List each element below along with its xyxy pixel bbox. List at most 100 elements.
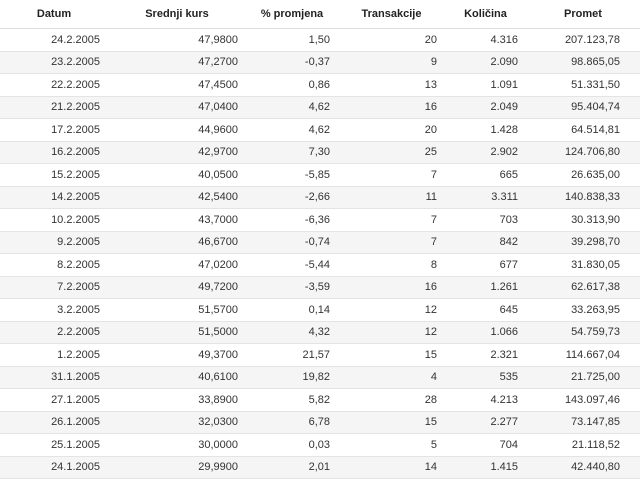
table-cell: 47,2700 xyxy=(108,51,246,74)
table-cell: 54.759,73 xyxy=(526,321,640,344)
table-cell: 535 xyxy=(445,366,526,389)
table-cell: -3,59 xyxy=(246,276,338,299)
table-cell: 1.428 xyxy=(445,118,526,142)
table-cell: 140.838,33 xyxy=(526,186,640,209)
table-cell: 704 xyxy=(445,433,526,457)
table-cell: 73.147,85 xyxy=(526,411,640,434)
column-header: Promet xyxy=(526,0,640,29)
table-cell: 42,9700 xyxy=(108,141,246,164)
table-row: 10.2.2005 43,7000 -6,36 7 703 30.313,90 xyxy=(0,208,640,232)
table-cell: 5,82 xyxy=(246,388,338,412)
table-cell: 33.263,95 xyxy=(526,298,640,322)
table-cell: -2,66 xyxy=(246,186,338,209)
table-cell: 40,6100 xyxy=(108,366,246,389)
table-row: 3.2.2005 51,5700 0,14 12 645 33.263,95 xyxy=(0,298,640,322)
table-cell: 30,0000 xyxy=(108,433,246,457)
table-cell: 64.514,81 xyxy=(526,118,640,142)
table-cell: 3.311 xyxy=(445,186,526,209)
table-cell: 31.1.2005 xyxy=(0,366,108,389)
table-cell: 51,5700 xyxy=(108,298,246,322)
header-row: Datum Srednji kurs% promjena Transakcije Ko… xyxy=(0,0,640,29)
table-cell: 2.321 xyxy=(445,343,526,367)
table-cell: 47,0200 xyxy=(108,253,246,277)
table-cell: 39.298,70 xyxy=(526,231,640,254)
table-cell: 0,86 xyxy=(246,73,338,97)
table-row: 24.2.2005 47,9800 1,50 20 4.316 207.123,78 xyxy=(0,28,640,52)
table-cell: 21.118,52 xyxy=(526,433,640,457)
table-cell: 98.865,05 xyxy=(526,51,640,74)
table-cell: 14.2.2005 xyxy=(0,186,108,209)
table-cell: 51,5000 xyxy=(108,321,246,344)
table-row: 16.2.2005 42,9700 7,30 25 2.902 124.706,80 xyxy=(0,141,640,164)
table-cell: -6,36 xyxy=(246,208,338,232)
table-cell: 703 xyxy=(445,208,526,232)
table-row: 15.2.2005 40,0500 -5,85 7 665 26.635,00 xyxy=(0,163,640,187)
table-cell: 51.331,50 xyxy=(526,73,640,97)
table-cell: 2,01 xyxy=(246,456,338,479)
column-header: Transakcije xyxy=(338,0,445,29)
table-cell: 21.725,00 xyxy=(526,366,640,389)
table-cell: 4.316 xyxy=(445,28,526,52)
table-cell: 7 xyxy=(338,231,445,254)
table-cell: 1,50 xyxy=(246,28,338,52)
table-cell: 1.261 xyxy=(445,276,526,299)
table-cell: 42,5400 xyxy=(108,186,246,209)
table-cell: 49,3700 xyxy=(108,343,246,367)
table-cell: 20 xyxy=(338,28,445,52)
table-cell: 2.902 xyxy=(445,141,526,164)
table-cell: 8 xyxy=(338,253,445,277)
table-cell: 21.2.2005 xyxy=(0,96,108,119)
table-cell: 665 xyxy=(445,163,526,187)
table-cell: 10.2.2005 xyxy=(0,208,108,232)
table-cell: 207.123,78 xyxy=(526,28,640,52)
table-cell: 2.277 xyxy=(445,411,526,434)
table-cell: 44,9600 xyxy=(108,118,246,142)
table-cell: 15.2.2005 xyxy=(0,163,108,187)
table-cell: 32,0300 xyxy=(108,411,246,434)
table-row: 17.2.2005 44,9600 4,62 20 1.428 64.514,81 xyxy=(0,118,640,142)
table-row: 22.2.2005 47,4500 0,86 13 1.091 51.331,50 xyxy=(0,73,640,97)
table-cell: 0,03 xyxy=(246,433,338,457)
table-cell: 12 xyxy=(338,321,445,344)
table-cell: -0,74 xyxy=(246,231,338,254)
table-cell: 23.2.2005 xyxy=(0,51,108,74)
table-cell: 9 xyxy=(338,51,445,74)
table-row: 24.1.2005 29,9900 2,01 14 1.415 42.440,80 xyxy=(0,456,640,479)
table-cell: 42.440,80 xyxy=(526,456,640,479)
table-cell: 20 xyxy=(338,118,445,142)
table-cell: 46,6700 xyxy=(108,231,246,254)
table-cell: 4,62 xyxy=(246,96,338,119)
table-cell: 124.706,80 xyxy=(526,141,640,164)
table-row: 26.1.2005 32,0300 6,78 15 2.277 73.147,85 xyxy=(0,411,640,434)
table-row: 2.2.2005 51,5000 4,32 12 1.066 54.759,73 xyxy=(0,321,640,344)
table-cell: 2.090 xyxy=(445,51,526,74)
table-cell: 28 xyxy=(338,388,445,412)
table-cell: 21,57 xyxy=(246,343,338,367)
column-header: Datum xyxy=(0,0,108,29)
table-row: 25.1.2005 30,0000 0,03 5 704 21.118,52 xyxy=(0,433,640,457)
table-row: 27.1.2005 33,8900 5,82 28 4.213 143.097,46 xyxy=(0,388,640,412)
table-cell: 26.635,00 xyxy=(526,163,640,187)
table-cell: 842 xyxy=(445,231,526,254)
table-cell: 645 xyxy=(445,298,526,322)
table-cell: 11 xyxy=(338,186,445,209)
table-row: 7.2.2005 49,7200 -3,59 16 1.261 62.617,38 xyxy=(0,276,640,299)
table-cell: 143.097,46 xyxy=(526,388,640,412)
table-cell: 47,9800 xyxy=(108,28,246,52)
table-cell: 62.617,38 xyxy=(526,276,640,299)
table-row: 23.2.2005 47,2700 -0,37 9 2.090 98.865,05 xyxy=(0,51,640,74)
table-cell: 16 xyxy=(338,96,445,119)
table-cell: 47,0400 xyxy=(108,96,246,119)
column-header: % promjena xyxy=(246,0,338,29)
table-cell: -0,37 xyxy=(246,51,338,74)
table-row: 21.2.2005 47,0400 4,62 16 2.049 95.404,74 xyxy=(0,96,640,119)
table-cell: 14 xyxy=(338,456,445,479)
table-cell: 1.415 xyxy=(445,456,526,479)
table-cell: 7.2.2005 xyxy=(0,276,108,299)
table-cell: 30.313,90 xyxy=(526,208,640,232)
table-cell: 4,62 xyxy=(246,118,338,142)
table-cell: 33,8900 xyxy=(108,388,246,412)
table-cell: -5,44 xyxy=(246,253,338,277)
table-cell: 43,7000 xyxy=(108,208,246,232)
